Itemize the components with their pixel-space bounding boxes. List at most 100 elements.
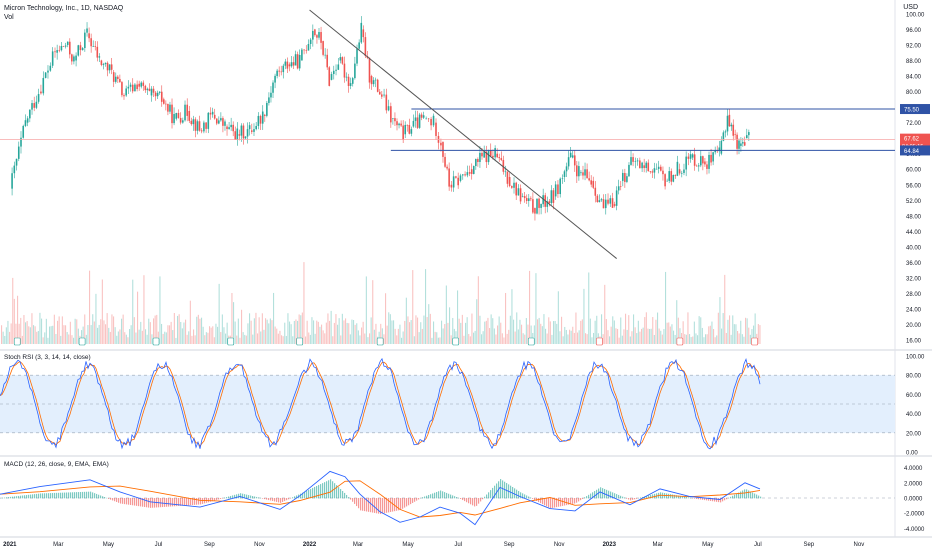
- macd-histogram-bar: [300, 493, 302, 499]
- macd-histogram-bar: [678, 495, 680, 499]
- volume-bar: [370, 317, 372, 344]
- volume-bar: [239, 337, 241, 344]
- macd-histogram-bar: [32, 494, 34, 499]
- candle-body: [422, 115, 425, 118]
- macd-histogram-bar: [230, 495, 232, 499]
- candle-body: [148, 88, 151, 91]
- macd-histogram-bar: [132, 498, 134, 506]
- volume-bar: [537, 319, 539, 344]
- macd-histogram-bar: [240, 493, 242, 499]
- macd-histogram-bar: [422, 497, 424, 499]
- candle-body: [513, 182, 515, 188]
- volume-bar: [202, 326, 204, 344]
- macd-histogram-bar: [152, 498, 154, 508]
- candle-body: [154, 92, 157, 97]
- macd-histogram-bar: [368, 498, 370, 512]
- volume-bar: [231, 292, 233, 344]
- earnings-marker: [227, 337, 235, 346]
- volume-bar: [298, 314, 300, 344]
- volume-bar: [369, 333, 371, 344]
- volume-bar: [335, 314, 337, 344]
- volume-bar: [141, 330, 143, 344]
- volume-bar: [338, 318, 340, 344]
- earnings-marker: [452, 337, 460, 346]
- macd-histogram-bar: [670, 494, 672, 499]
- volume-bar: [343, 320, 345, 344]
- macd-histogram-bar: [102, 496, 104, 499]
- macd-histogram-bar: [190, 498, 192, 506]
- macd-histogram-bar: [316, 486, 318, 499]
- candle-body: [511, 185, 513, 188]
- x-axis-tick: Mar: [53, 542, 63, 548]
- x-axis-tick: Jul: [454, 542, 462, 548]
- macd-histogram-bar: [698, 498, 700, 500]
- volume-bar: [578, 330, 580, 344]
- volume-bar: [348, 323, 350, 344]
- volume-bar: [706, 334, 708, 344]
- macd-histogram-bar: [180, 498, 182, 506]
- volume-bar: [217, 326, 219, 344]
- price-axis-tick: 36.00: [906, 261, 922, 267]
- macd-histogram-bar: [310, 488, 312, 499]
- macd-histogram-bar: [628, 498, 630, 500]
- macd-histogram-bar: [466, 498, 468, 503]
- last-price-label: 67.62: [904, 137, 920, 143]
- volume-bar: [300, 315, 302, 344]
- macd-histogram-bar: [138, 498, 140, 507]
- macd-histogram-bar: [268, 498, 270, 501]
- volume-bar: [65, 325, 67, 344]
- volume-bar: [242, 332, 244, 344]
- volume-bar: [85, 334, 87, 344]
- macd-histogram-bar: [556, 498, 558, 508]
- candle-body: [92, 46, 94, 47]
- candle-body: [268, 97, 270, 103]
- volume-bar: [151, 334, 153, 344]
- macd-histogram-bar: [178, 498, 180, 506]
- candle-body: [567, 157, 570, 167]
- volume-bar: [337, 324, 339, 344]
- candle-body: [402, 125, 404, 140]
- candle-body: [326, 54, 329, 68]
- macd-histogram-bar: [634, 498, 636, 500]
- volume-bar: [442, 328, 444, 344]
- macd-histogram-bar: [34, 494, 36, 499]
- volume-bar: [564, 326, 566, 344]
- volume-bar: [76, 319, 78, 344]
- volume-bar: [709, 325, 711, 344]
- macd-histogram-bar: [696, 498, 698, 499]
- macd-histogram-bar: [416, 498, 418, 501]
- macd-histogram-bar: [80, 491, 82, 499]
- macd-histogram-bar: [676, 495, 678, 499]
- macd-histogram-bar: [542, 498, 544, 505]
- macd-histogram-bar: [712, 498, 714, 502]
- candle-body: [354, 63, 356, 79]
- volume-bar: [34, 326, 36, 344]
- macd-histogram-bar: [610, 491, 612, 499]
- macd-histogram-bar: [96, 493, 98, 499]
- candle-body: [356, 48, 358, 64]
- volume-bar: [714, 337, 716, 344]
- volume-bar: [97, 327, 99, 344]
- macd-histogram-bar: [448, 493, 450, 499]
- volume-bar: [52, 325, 54, 344]
- macd-histogram-bar: [570, 498, 572, 505]
- volume-bar: [114, 327, 116, 344]
- candle-body: [307, 43, 310, 51]
- volume-bar: [330, 310, 332, 344]
- volume-bar: [181, 328, 183, 344]
- candle-body: [580, 172, 582, 174]
- candle-body: [435, 122, 437, 136]
- candle-body: [611, 198, 614, 208]
- macd-histogram-bar: [328, 480, 330, 499]
- candle-body: [645, 162, 648, 169]
- candle-body: [398, 123, 400, 126]
- volume-bar: [474, 330, 476, 344]
- volume-bar: [426, 317, 428, 344]
- candle-body: [381, 94, 383, 97]
- macd-histogram-bar: [620, 495, 622, 499]
- volume-bar: [645, 312, 647, 344]
- candle-body: [468, 172, 471, 174]
- candle-body: [240, 125, 243, 136]
- volume-bar: [153, 318, 155, 344]
